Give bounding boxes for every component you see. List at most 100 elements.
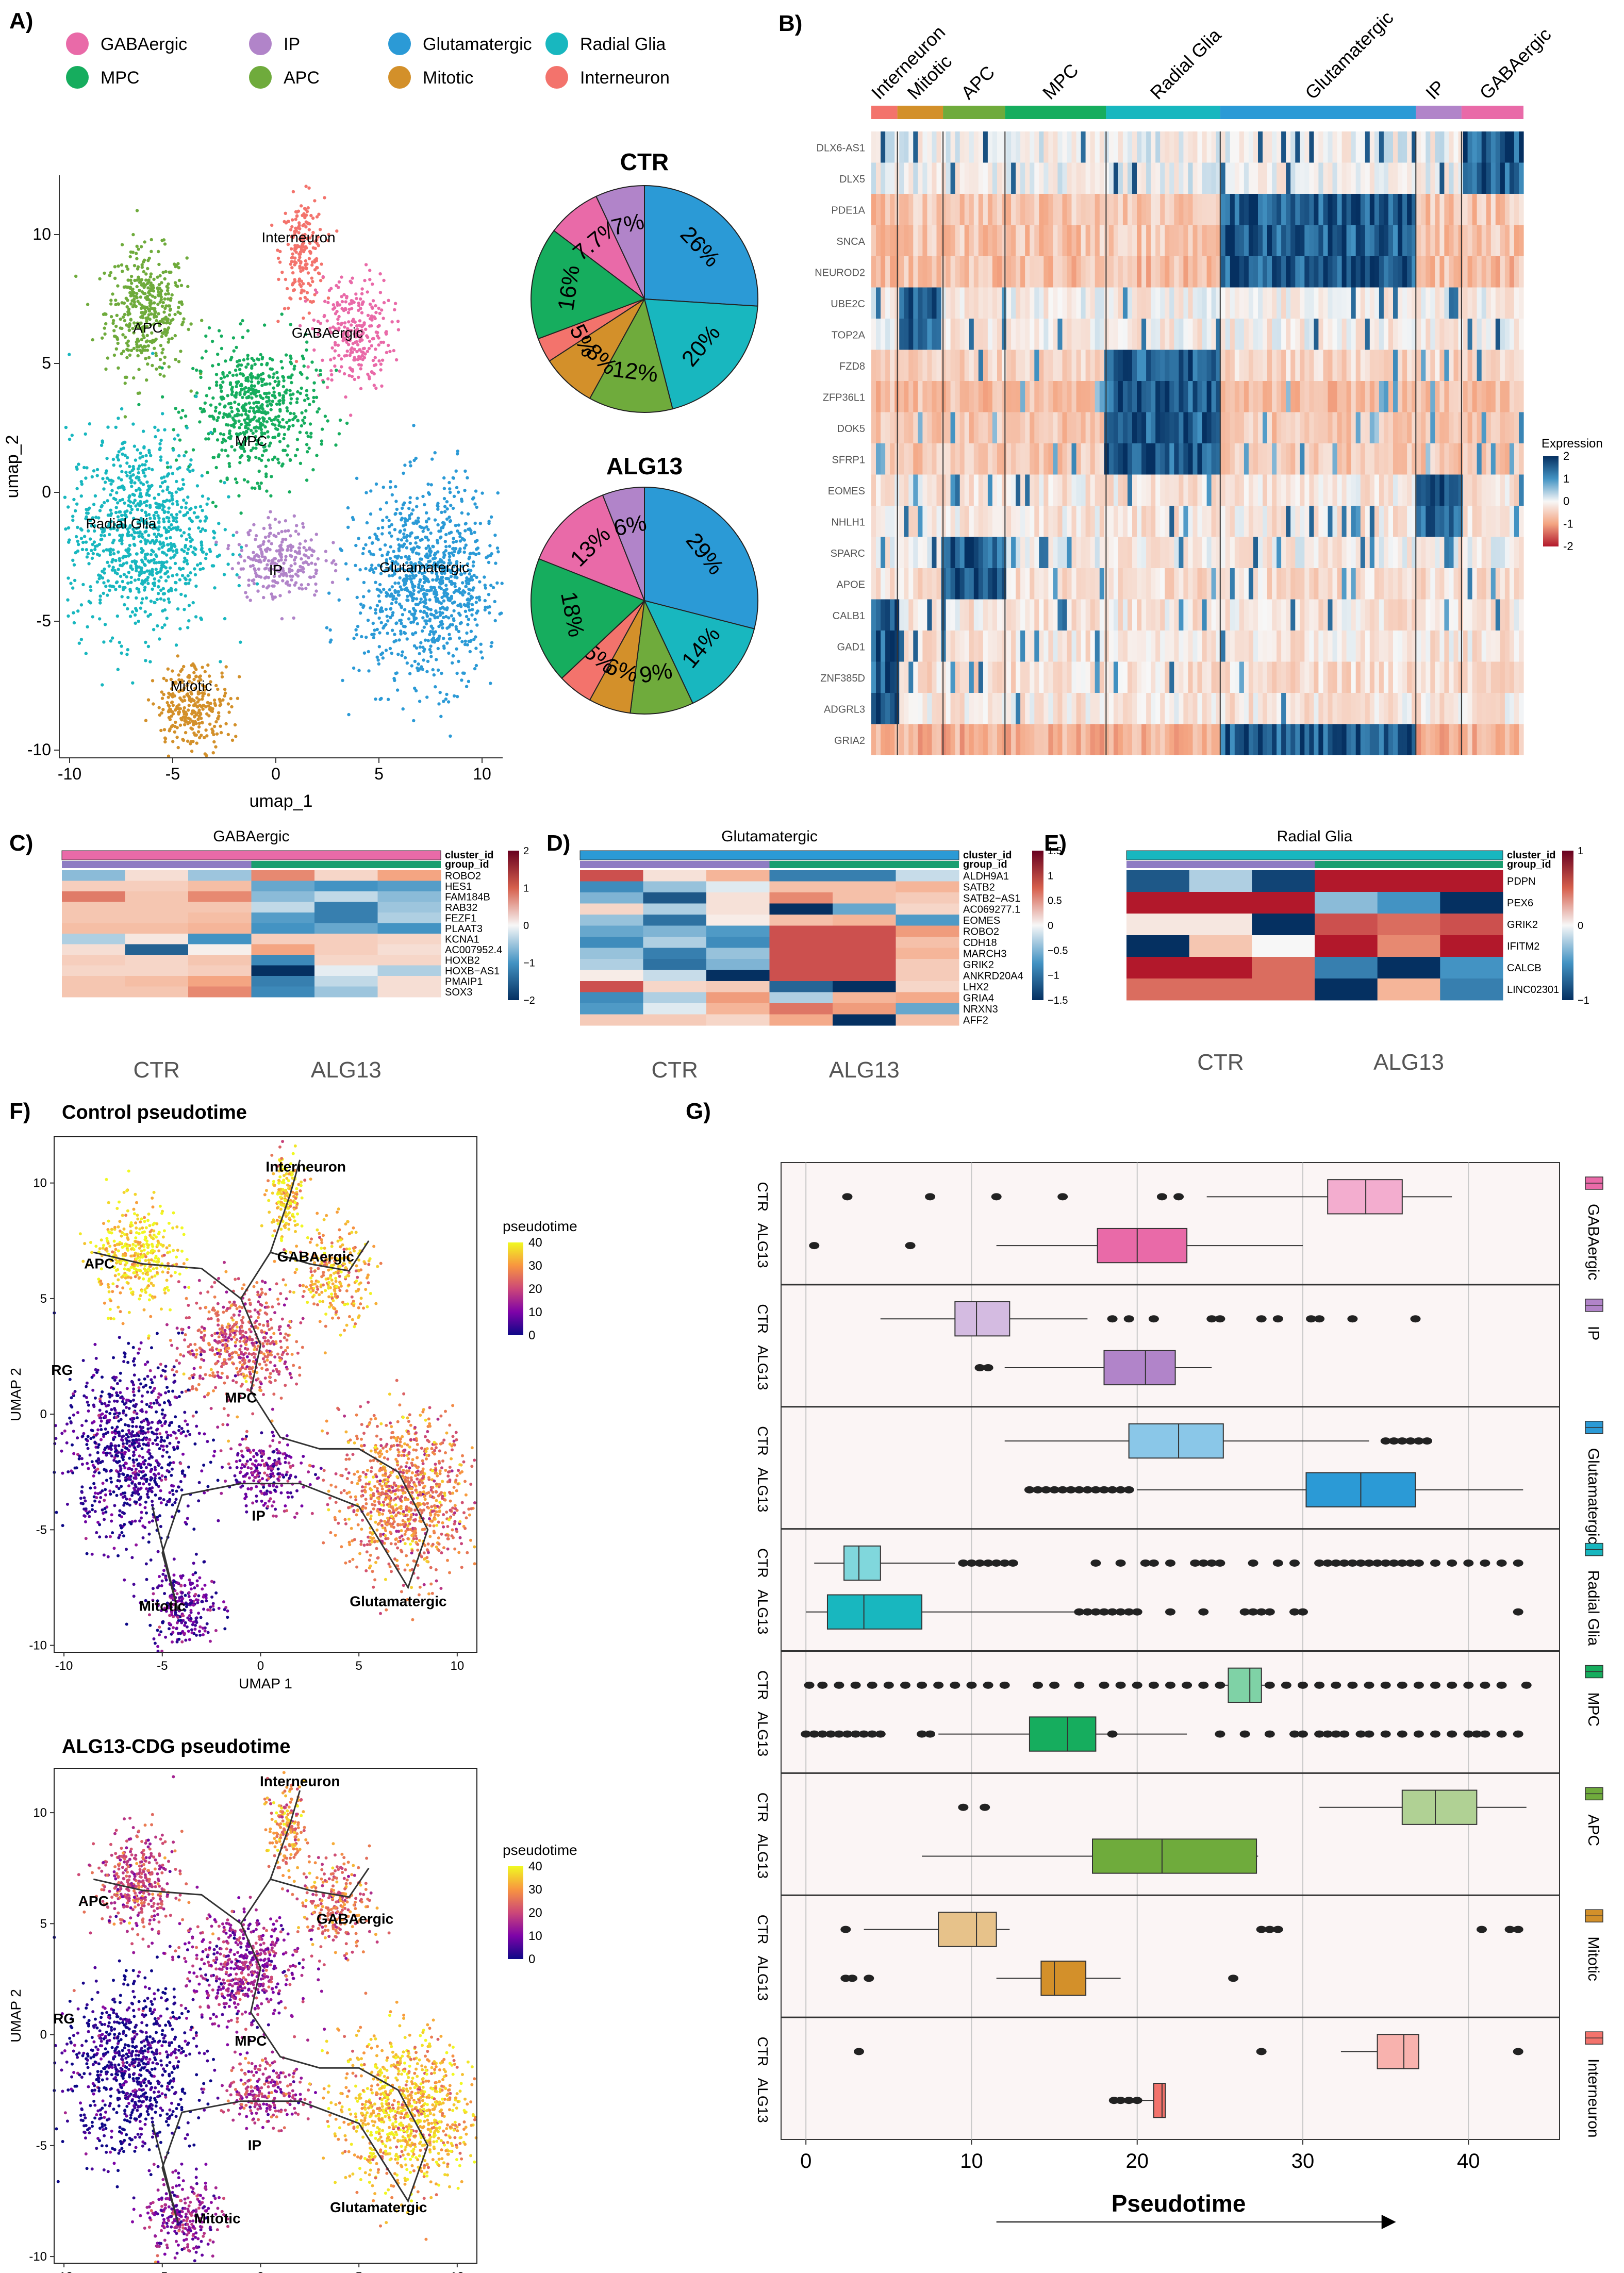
umap-point xyxy=(297,221,301,225)
umap-point xyxy=(260,554,264,558)
heatmap-cell xyxy=(1030,319,1035,350)
heatmap-cell xyxy=(1267,162,1272,194)
umap-point xyxy=(286,549,289,552)
heatmap-cell xyxy=(913,131,918,163)
umap-point xyxy=(237,584,241,588)
umap-point xyxy=(298,264,302,268)
umap-point xyxy=(137,620,140,623)
umap-point xyxy=(436,523,440,527)
umap-point xyxy=(255,582,259,586)
umap-point xyxy=(352,636,356,640)
heatmap-cell xyxy=(876,194,881,225)
heatmap-cell xyxy=(1407,287,1412,319)
umap-point xyxy=(239,567,243,571)
umap-point xyxy=(371,306,374,310)
umap-point xyxy=(188,578,192,582)
umap-point xyxy=(298,430,302,434)
umap-point xyxy=(130,485,134,488)
umap-point xyxy=(405,546,409,550)
umap-point xyxy=(149,485,153,488)
umap-point xyxy=(345,421,349,425)
umap-point xyxy=(246,362,250,366)
umap-point xyxy=(290,260,293,263)
umap-point xyxy=(308,236,312,240)
umap-point xyxy=(312,348,316,352)
umap-point xyxy=(289,411,292,415)
umap-point xyxy=(316,266,319,270)
legend-item-ip: IP xyxy=(249,32,300,55)
heatmap-cell xyxy=(1071,131,1077,163)
umap-point xyxy=(186,708,190,712)
umap-point xyxy=(119,574,123,578)
umap-point xyxy=(269,526,272,530)
umap-point xyxy=(475,547,478,551)
umap-point xyxy=(125,323,128,327)
umap-point xyxy=(412,608,417,612)
umap-point xyxy=(257,469,261,473)
umap-point xyxy=(364,263,368,267)
umap-point xyxy=(342,372,346,376)
umap-point xyxy=(100,443,104,447)
umap-point xyxy=(180,323,184,326)
heatmap-cell xyxy=(1179,225,1184,256)
umap-point xyxy=(127,554,130,558)
heatmap-cell xyxy=(1263,319,1268,350)
umap-point xyxy=(419,641,423,645)
umap-point xyxy=(308,575,312,579)
umap-point xyxy=(219,432,223,436)
heatmap-cell xyxy=(1122,225,1128,256)
heatmap-cell xyxy=(932,194,937,225)
umap-point xyxy=(305,389,309,392)
umap-point xyxy=(218,698,222,701)
umap-point xyxy=(220,346,224,351)
umap-point xyxy=(216,419,219,422)
umap-point xyxy=(277,532,280,536)
umap-point xyxy=(462,538,466,542)
cluster-label-ip: IP xyxy=(269,562,283,578)
heatmap-cell xyxy=(1220,162,1226,194)
umap-point xyxy=(292,234,295,238)
umap-point xyxy=(117,417,120,420)
umap-point xyxy=(166,466,170,469)
umap-point xyxy=(159,588,163,592)
umap-point xyxy=(140,601,144,605)
umap-point xyxy=(453,585,457,588)
umap-point xyxy=(304,262,308,266)
heatmap-cell xyxy=(1477,194,1482,225)
umap-point xyxy=(429,550,433,553)
umap-point xyxy=(69,582,73,585)
umap-point xyxy=(431,668,435,672)
umap-point xyxy=(67,526,71,530)
umap-point xyxy=(371,541,374,545)
heatmap-cell xyxy=(1435,194,1440,225)
heatmap-cell xyxy=(987,287,993,319)
umap-point xyxy=(294,250,298,254)
umap-point xyxy=(220,389,223,393)
umap-point xyxy=(300,279,303,283)
umap-point xyxy=(243,390,247,394)
heatmap-cell xyxy=(1416,319,1421,350)
umap-point xyxy=(337,598,341,602)
heatmap-cell xyxy=(969,131,974,163)
umap-point xyxy=(246,395,251,400)
heatmap-cell xyxy=(1141,256,1147,288)
umap-point xyxy=(243,418,246,422)
umap-point xyxy=(139,295,142,299)
umap-point xyxy=(174,581,178,585)
umap-point xyxy=(103,326,106,330)
umap-point xyxy=(153,577,156,581)
umap-point xyxy=(386,619,390,623)
umap-point xyxy=(366,372,370,376)
umap-point xyxy=(120,326,124,330)
umap-point xyxy=(306,365,310,369)
umap-point xyxy=(164,321,169,325)
heatmap-cell xyxy=(1295,162,1300,194)
umap-point xyxy=(302,282,305,286)
umap-point xyxy=(461,581,465,585)
umap-point xyxy=(393,308,396,311)
umap-point xyxy=(393,302,397,305)
umap-point xyxy=(137,247,140,251)
umap-point xyxy=(354,543,358,547)
umap-point xyxy=(101,440,105,444)
umap-point xyxy=(140,338,143,341)
